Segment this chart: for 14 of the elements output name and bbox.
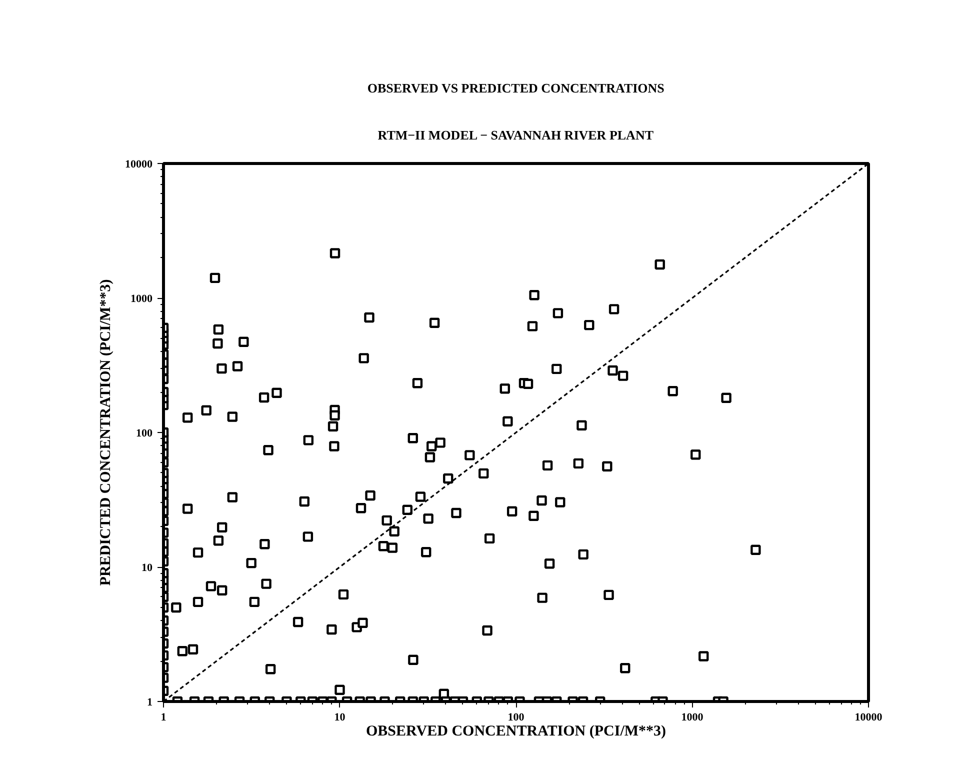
x-tick-label: 100 [508,712,525,724]
y-axis-title: PREDICTED CONCENTRATION (PCI/M**3) [98,279,114,586]
x-tick-label: 10000 [854,712,883,724]
y-tick-label: 1 [147,696,152,708]
x-tick-label: 1 [160,712,166,724]
x-tick-label: 10 [334,712,346,724]
x-tick-label: 1000 [681,712,704,724]
y-tick-label: 1000 [130,293,153,305]
chart-subtitle: RTM−II MODEL − SAVANNAH RIVER PLANT [378,128,654,142]
chart-title: OBSERVED VS PREDICTED CONCENTRATIONS [367,80,664,96]
y-tick-label: 10000 [125,158,153,170]
y-tick-label: 10 [142,562,153,574]
y-tick-label: 100 [136,428,153,440]
x-axis-title: OBSERVED CONCENTRATION (PCI/M**3) [366,724,666,740]
